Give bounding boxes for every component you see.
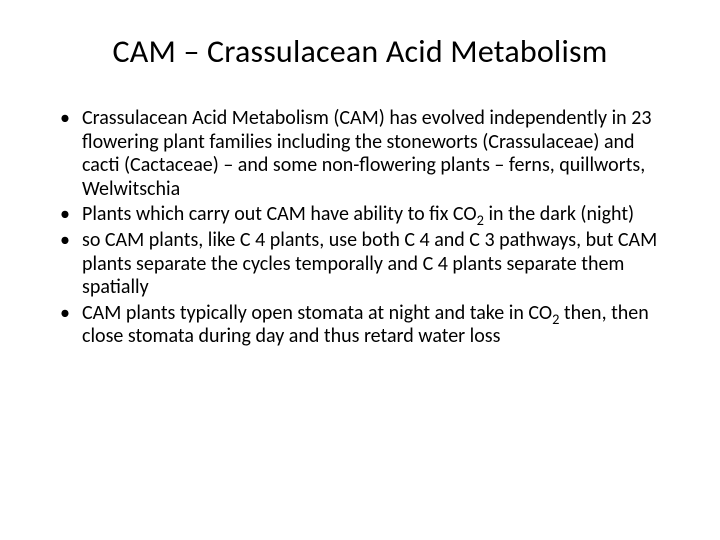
bullet-text: Crassulacean Acid Metabolism (CAM) has e… [82, 106, 651, 201]
bullet-text-after: in the dark (night) [484, 202, 634, 226]
slide-title: CAM – Crassulacean Acid Metabolism [48, 32, 672, 71]
bullet-text: Plants which carry out CAM have ability … [82, 202, 477, 226]
bullet-text: so CAM plants, like C 4 plants, use both… [82, 228, 657, 299]
subscript: 2 [477, 211, 484, 229]
bullet-text: CAM plants typically open stomata at nig… [82, 301, 552, 325]
list-item: Crassulacean Acid Metabolism (CAM) has e… [60, 107, 672, 201]
list-item: so CAM plants, like C 4 plants, use both… [60, 229, 672, 300]
list-item: CAM plants typically open stomata at nig… [60, 302, 672, 349]
list-item: Plants which carry out CAM have ability … [60, 203, 672, 227]
slide: CAM – Crassulacean Acid Metabolism Crass… [0, 0, 720, 540]
bullet-list: Crassulacean Acid Metabolism (CAM) has e… [48, 107, 672, 349]
